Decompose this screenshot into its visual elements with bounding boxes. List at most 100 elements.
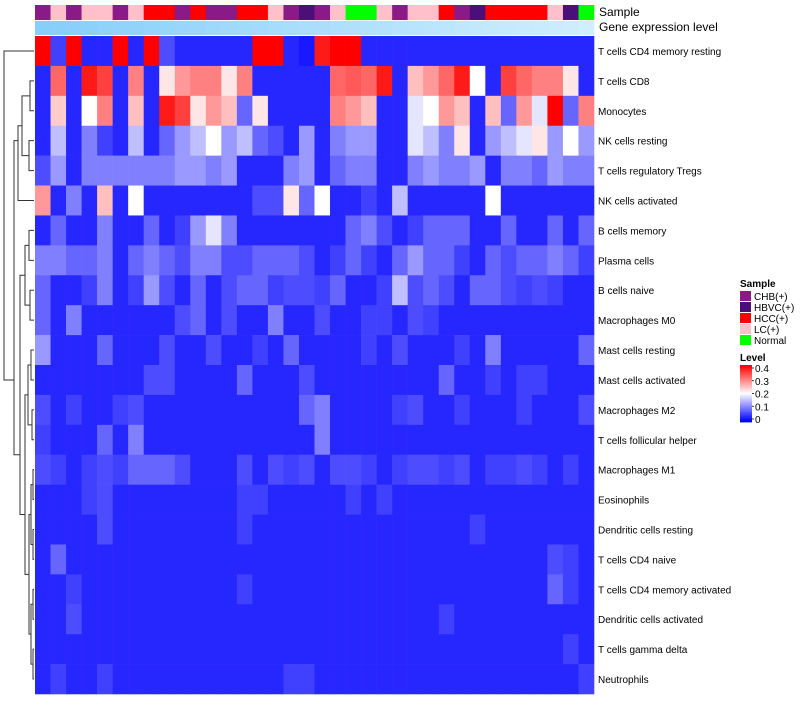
heatmap-cell <box>35 664 51 695</box>
heatmap-cell <box>174 95 191 127</box>
heatmap-cell <box>531 185 548 216</box>
heatmap-cell <box>314 574 331 605</box>
heatmap-cell <box>35 125 51 156</box>
heatmap-cell <box>205 484 222 515</box>
sample-annotation-cell <box>547 5 564 20</box>
heatmap-cell <box>485 484 502 515</box>
heatmap-cell <box>252 185 269 216</box>
heatmap-cell <box>143 394 160 426</box>
heatmap-cell <box>252 95 269 127</box>
heatmap-cell <box>205 544 222 575</box>
heatmap-cell <box>562 215 579 246</box>
heatmap-cell <box>50 604 67 635</box>
heatmap-cell <box>345 125 362 156</box>
sample-legend-label: HCC(+) <box>754 314 788 325</box>
heatmap-cell <box>531 125 548 156</box>
heatmap-cell <box>252 544 269 575</box>
heatmap-cell <box>97 275 113 306</box>
heatmap-cell <box>578 544 595 575</box>
heatmap-cell <box>159 484 176 515</box>
sample-annotation-cell <box>345 5 362 20</box>
heatmap-cell <box>376 484 393 515</box>
sample-annotation-cell <box>485 5 502 20</box>
heatmap-cell <box>547 394 564 426</box>
sample-annotation-cell <box>143 5 160 20</box>
level-legend-gradient-step <box>740 407 752 410</box>
heatmap-cell <box>500 394 517 426</box>
sample-annotation-cell <box>112 5 129 20</box>
heatmap-cell <box>159 664 176 695</box>
heatmap-cell <box>81 544 98 575</box>
heatmap-cell <box>143 155 160 186</box>
heatmap-cell <box>112 394 129 426</box>
heatmap-cell <box>81 574 98 605</box>
heatmap-cell <box>516 275 533 306</box>
heatmap-cell <box>221 394 238 426</box>
heatmap-cell <box>298 335 315 366</box>
gene-expression-annotation-cell <box>485 21 502 35</box>
heatmap-cell <box>205 365 222 396</box>
heatmap-cell <box>236 544 253 575</box>
heatmap-cell <box>578 604 595 635</box>
heatmap-cell <box>469 155 486 186</box>
heatmap-cell <box>345 544 362 575</box>
heatmap-cell <box>454 424 471 456</box>
heatmap-cell <box>66 365 82 396</box>
level-legend-gradient-step <box>740 414 752 417</box>
gene-expression-annotation-cell <box>190 21 207 35</box>
heatmap-cell <box>283 245 300 276</box>
heatmap-cell <box>531 365 548 396</box>
heatmap-cell <box>562 424 579 456</box>
heatmap-cell <box>469 514 486 545</box>
heatmap-cell <box>298 365 315 396</box>
heatmap-cell <box>205 634 222 665</box>
dendrogram-branch <box>29 80 34 112</box>
heatmap-cell <box>267 454 284 485</box>
heatmap-cell <box>66 514 82 545</box>
heatmap-cell <box>454 36 471 67</box>
heatmap-cell <box>143 484 160 515</box>
heatmap-cell <box>500 544 517 575</box>
gene-expression-annotation-cell <box>547 21 564 35</box>
heatmap-cell <box>345 484 362 515</box>
heatmap-cell <box>516 484 533 515</box>
heatmap-cell <box>112 664 129 695</box>
heatmap-cell <box>500 95 517 127</box>
heatmap-cell <box>423 484 440 515</box>
heatmap-cell <box>345 604 362 635</box>
heatmap-cell <box>531 604 548 635</box>
heatmap-cell <box>531 335 548 366</box>
heatmap-cell <box>454 305 471 336</box>
heatmap-cell <box>283 454 300 485</box>
heatmap-cell <box>547 424 564 456</box>
heatmap-cell <box>547 245 564 276</box>
sample-annotation-cell <box>392 5 408 20</box>
row-label: T cells gamma delta <box>598 645 688 656</box>
heatmap-cell <box>205 125 222 156</box>
heatmap-cell <box>81 185 98 216</box>
row-label: T cells CD4 memory activated <box>598 585 731 596</box>
heatmap-cell <box>267 155 284 186</box>
heatmap-cell <box>500 36 517 67</box>
heatmap-cell <box>35 634 51 665</box>
heatmap-cell <box>423 634 440 665</box>
dendrogram-branch <box>32 588 34 620</box>
heatmap-cell <box>143 125 160 156</box>
heatmap-cell <box>314 245 331 276</box>
heatmap-cell <box>562 514 579 545</box>
heatmap-cell <box>97 65 113 97</box>
heatmap-cell <box>221 305 238 336</box>
heatmap-cell <box>174 215 191 246</box>
heatmap-cell <box>298 275 315 306</box>
heatmap-cell <box>330 574 346 605</box>
heatmap-cell <box>423 125 440 156</box>
heatmap-cell <box>330 305 346 336</box>
heatmap-cell <box>221 574 238 605</box>
heatmap-cell <box>143 245 160 276</box>
heatmap-cell <box>267 514 284 545</box>
gene-expression-annotation-cell <box>252 21 269 35</box>
heatmap-cell <box>97 514 113 545</box>
heatmap-cell <box>469 394 486 426</box>
heatmap-cell <box>345 664 362 695</box>
